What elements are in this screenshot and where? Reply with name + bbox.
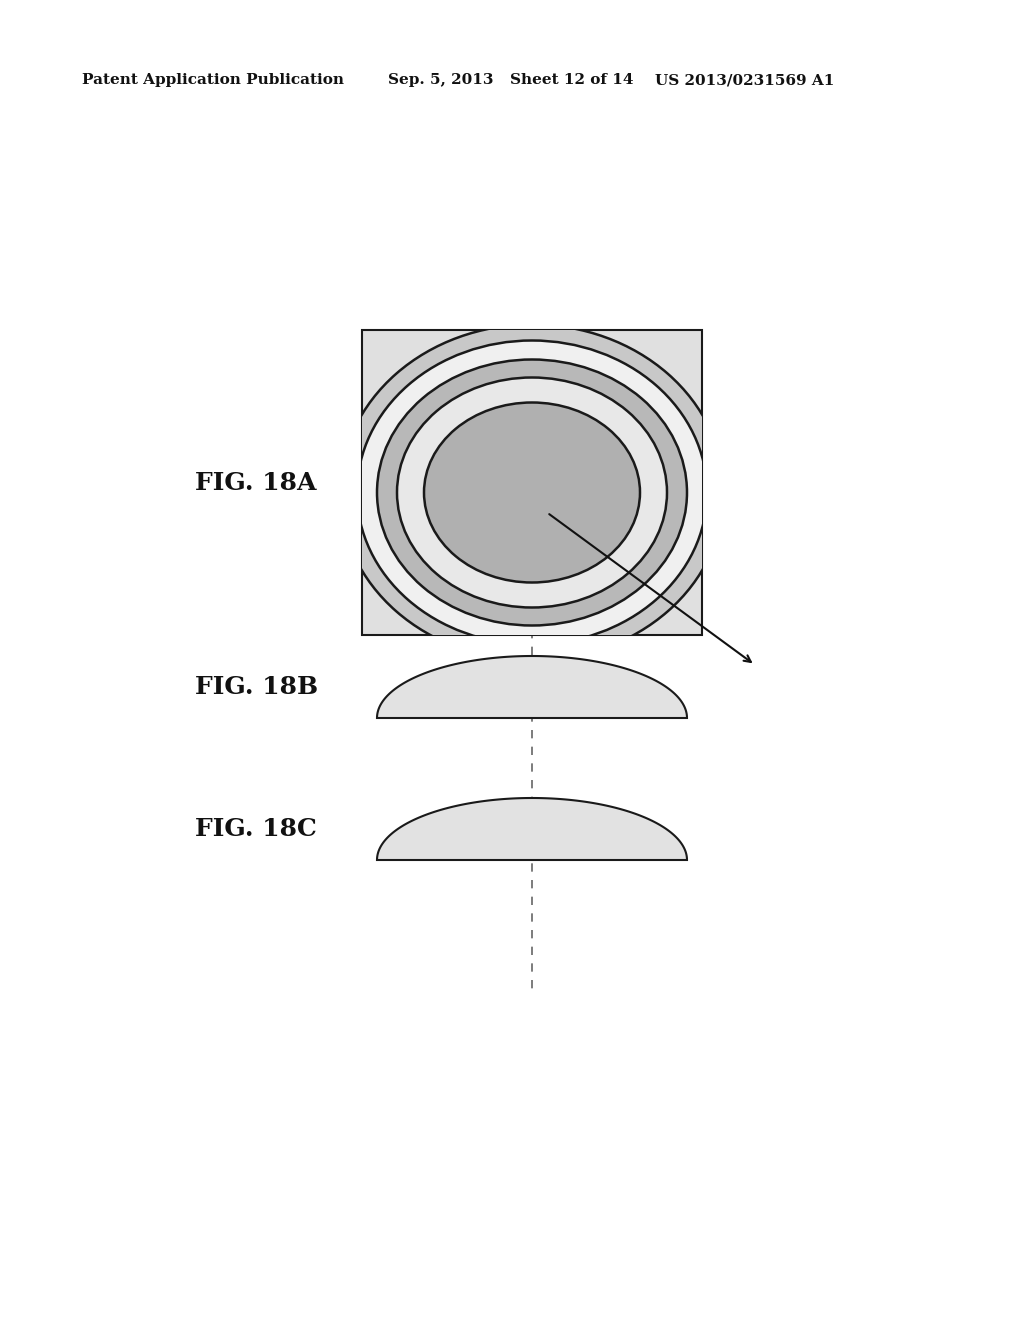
Text: Patent Application Publication: Patent Application Publication (82, 73, 344, 87)
Polygon shape (377, 799, 687, 861)
Text: FIG. 18B: FIG. 18B (195, 675, 318, 700)
Text: Sheet 12 of 14: Sheet 12 of 14 (510, 73, 634, 87)
Text: FIG. 18C: FIG. 18C (195, 817, 316, 841)
Ellipse shape (397, 378, 667, 607)
Text: FIG. 18A: FIG. 18A (195, 470, 316, 495)
Polygon shape (377, 656, 687, 718)
Bar (362, 330, 702, 635)
Ellipse shape (357, 341, 707, 644)
Ellipse shape (424, 403, 640, 582)
Text: Sep. 5, 2013: Sep. 5, 2013 (388, 73, 494, 87)
Text: US 2013/0231569 A1: US 2013/0231569 A1 (655, 73, 835, 87)
Ellipse shape (340, 325, 724, 660)
Ellipse shape (377, 359, 687, 626)
